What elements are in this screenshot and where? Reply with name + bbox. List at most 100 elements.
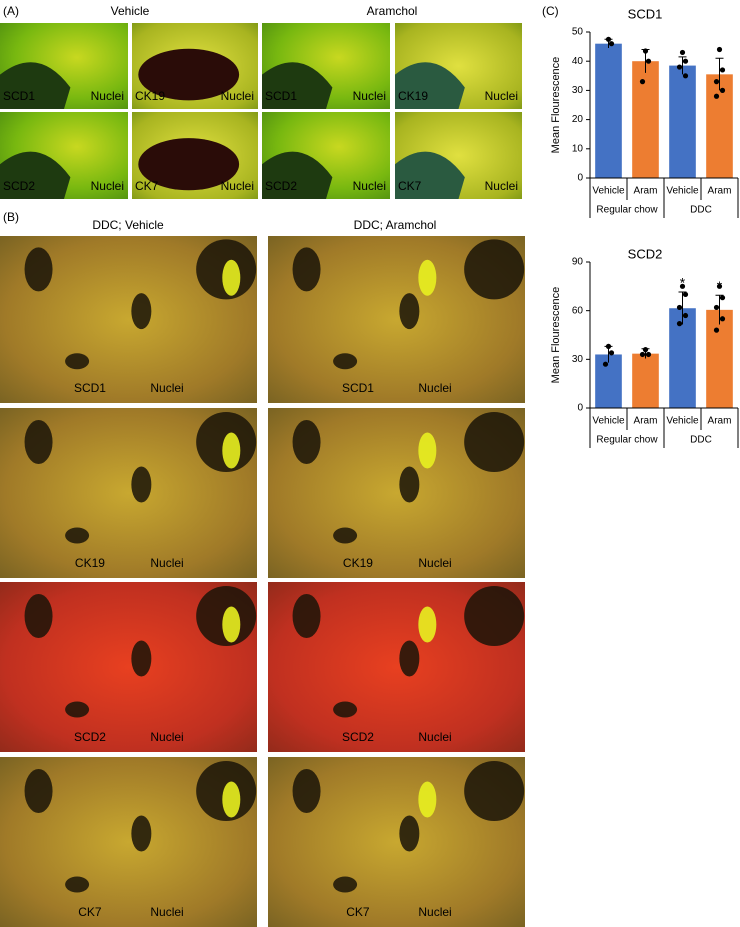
stain-label: Nuclei — [418, 905, 451, 919]
vessel — [262, 151, 333, 199]
marker-label: SCD1 — [342, 381, 374, 395]
bar — [632, 353, 659, 408]
bile-duct — [222, 781, 241, 818]
marker-label: CK7 — [346, 905, 370, 919]
y-axis-label: Mean Flourescence — [550, 57, 562, 154]
marker-label: CK7 — [398, 179, 422, 193]
stain-label: Nuclei — [485, 89, 518, 103]
vessel — [292, 594, 321, 638]
vessel — [333, 527, 358, 544]
vessel — [464, 761, 525, 821]
data-point — [716, 46, 723, 53]
marker-label: CK19 — [135, 89, 165, 103]
data-point — [608, 41, 615, 47]
stain-label: Nuclei — [150, 381, 183, 395]
vessel — [333, 701, 358, 718]
data-point — [719, 87, 726, 93]
stain-label: Nuclei — [418, 556, 451, 570]
marker-label: SCD2 — [265, 179, 297, 193]
vessel — [399, 815, 420, 852]
vessel — [65, 701, 90, 718]
bile-duct — [418, 259, 437, 296]
stain-label: Nuclei — [150, 556, 183, 570]
data-point — [682, 58, 689, 64]
data-point — [719, 316, 726, 322]
data-point — [605, 36, 612, 42]
bar — [595, 43, 622, 179]
vessel — [395, 151, 465, 199]
y-tick-label: 10 — [572, 143, 584, 154]
x-tick-label: Aram — [708, 416, 732, 427]
data-point — [719, 67, 726, 73]
y-tick-label: 90 — [572, 257, 584, 268]
group-label: DDC — [690, 205, 712, 216]
data-point — [713, 327, 720, 333]
bar — [595, 354, 622, 408]
chart-title: SCD1 — [628, 6, 663, 21]
data-point — [679, 283, 686, 289]
marker-label: SCD2 — [3, 179, 35, 193]
x-tick-label: Aram — [634, 186, 658, 197]
vessel — [464, 412, 525, 472]
x-tick-label: Aram — [634, 416, 658, 427]
x-tick-label: Aram — [708, 186, 732, 197]
data-point — [682, 291, 689, 298]
data-point — [639, 351, 646, 358]
marker-label: SCD2 — [342, 730, 374, 744]
stain-label: Nuclei — [418, 381, 451, 395]
bile-duct — [418, 781, 437, 818]
bar — [706, 309, 733, 408]
data-point — [605, 343, 612, 349]
bile-duct — [222, 432, 241, 469]
y-tick-label: 30 — [572, 85, 584, 96]
marker-label: CK7 — [135, 179, 159, 193]
y-axis-label: Mean Flourescence — [550, 287, 562, 384]
vessel — [65, 353, 90, 370]
data-point — [682, 312, 689, 319]
vessel — [65, 527, 90, 544]
vessel — [292, 247, 321, 292]
data-point — [682, 73, 689, 79]
marker-label: CK19 — [398, 89, 428, 103]
data-point — [719, 295, 726, 301]
x-tick-label: Vehicle — [666, 186, 699, 197]
stain-label: Nuclei — [150, 730, 183, 744]
data-point — [676, 304, 683, 311]
data-point — [645, 58, 652, 64]
vessel — [399, 640, 420, 677]
stain-label: Nuclei — [353, 179, 386, 193]
stain-label: Nuclei — [221, 89, 254, 103]
data-point — [676, 64, 683, 70]
vessel — [24, 420, 53, 464]
vessel — [0, 62, 71, 109]
vessel — [395, 62, 465, 109]
bar — [669, 65, 696, 178]
data-point — [645, 351, 652, 358]
vessel — [464, 239, 525, 300]
marker-label: SCD1 — [74, 381, 106, 395]
bar — [706, 74, 733, 178]
group-label: Regular chow — [596, 435, 658, 446]
column-header: Aramchol — [367, 4, 418, 18]
y-tick-label: 30 — [572, 354, 584, 365]
stain-label: Nuclei — [418, 730, 451, 744]
y-tick-label: 0 — [577, 403, 583, 414]
vessel — [464, 586, 525, 646]
x-tick-label: Vehicle — [666, 416, 699, 427]
vessel — [399, 293, 420, 330]
chart-title: SCD2 — [628, 246, 663, 261]
vessel — [131, 466, 152, 503]
data-point — [642, 48, 649, 54]
group-label: DDC — [690, 435, 712, 446]
data-point — [676, 321, 683, 327]
stain-label: Nuclei — [353, 89, 386, 103]
y-tick-label: 0 — [577, 173, 583, 184]
x-tick-label: Vehicle — [592, 186, 625, 197]
micrographs: (A) Vehicle Aramchol (B) DDC; Vehicle DDC; Ar… — [0, 4, 559, 927]
stain-label: Nuclei — [91, 89, 124, 103]
vessel — [0, 151, 71, 199]
vessel — [65, 876, 90, 893]
data-point — [716, 283, 723, 289]
stain-label: Nuclei — [221, 179, 254, 193]
